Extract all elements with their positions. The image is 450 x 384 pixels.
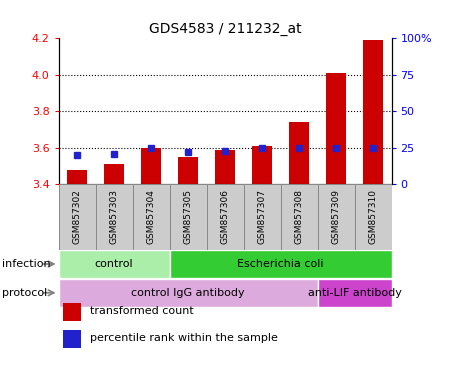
Text: GSM857305: GSM857305 [184, 189, 193, 245]
Bar [170, 250, 392, 278]
Text: GSM857307: GSM857307 [257, 189, 266, 245]
Title: GDS4583 / 211232_at: GDS4583 / 211232_at [148, 22, 302, 36]
Bar [67, 170, 87, 184]
Bar [215, 150, 235, 184]
Bar [58, 279, 318, 307]
Bar [318, 184, 355, 250]
Bar [170, 184, 207, 250]
Bar [326, 73, 346, 184]
Text: GSM857303: GSM857303 [109, 189, 118, 245]
Bar [289, 122, 309, 184]
Text: percentile rank within the sample: percentile rank within the sample [90, 333, 278, 343]
Text: GSM857302: GSM857302 [72, 190, 81, 244]
Text: GSM857308: GSM857308 [294, 189, 303, 245]
Bar [363, 40, 383, 184]
Text: control: control [94, 259, 133, 269]
Bar [243, 184, 280, 250]
Bar [141, 148, 161, 184]
Bar [58, 250, 170, 278]
Bar [318, 279, 392, 307]
Bar [58, 184, 95, 250]
Text: Escherichia coli: Escherichia coli [237, 259, 324, 269]
Text: GSM857306: GSM857306 [220, 189, 230, 245]
Bar [132, 184, 170, 250]
Text: infection: infection [2, 259, 51, 269]
Text: transformed count: transformed count [90, 306, 194, 316]
Text: control IgG antibody: control IgG antibody [131, 288, 245, 298]
Text: GSM857310: GSM857310 [369, 189, 378, 245]
Text: protocol: protocol [2, 288, 48, 298]
Text: GSM857309: GSM857309 [332, 189, 341, 245]
Bar [95, 184, 132, 250]
Bar [104, 164, 124, 184]
Text: anti-LIF antibody: anti-LIF antibody [307, 288, 401, 298]
Bar [355, 184, 392, 250]
Bar [207, 184, 243, 250]
Text: GSM857304: GSM857304 [147, 190, 156, 244]
Bar [280, 184, 318, 250]
Bar [178, 157, 198, 184]
Bar [252, 146, 272, 184]
